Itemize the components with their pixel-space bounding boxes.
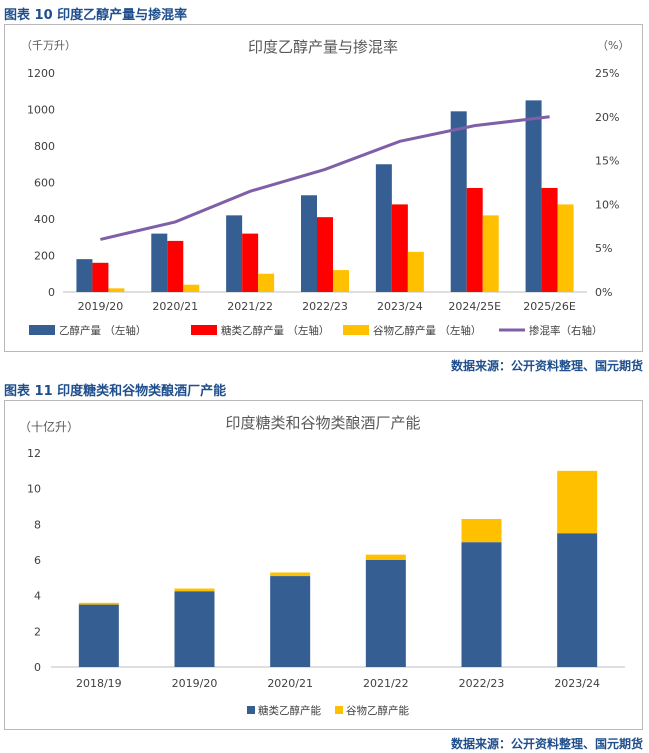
bar-grain <box>333 270 349 292</box>
bar-sugar <box>92 262 109 292</box>
legend-label: 乙醇产量 （左轴） <box>59 324 146 337</box>
bar-sugar-capacity <box>365 560 406 667</box>
bar-grain-capacity <box>174 588 215 592</box>
y-tick-label: 1000 <box>27 104 55 117</box>
y-tick-label: 8 <box>34 518 41 531</box>
bar-sugar-capacity <box>174 591 215 667</box>
bar-grain <box>258 273 275 292</box>
bar-sugar-capacity <box>270 576 311 667</box>
x-tick-label: 2022/23 <box>302 300 348 313</box>
x-tick-label: 2019/20 <box>78 300 124 313</box>
x-tick-label: 2020/21 <box>152 300 198 313</box>
y-tick-label: 600 <box>34 177 55 190</box>
bar-sugar <box>317 217 333 292</box>
bar-sugar <box>541 187 558 292</box>
x-tick-label: 2018/19 <box>76 677 122 690</box>
bar-ethanol <box>151 233 168 292</box>
bar-sugar-capacity <box>461 542 502 667</box>
bar-sugar-capacity <box>78 604 119 667</box>
legend-label: 掺混率（右轴） <box>529 324 603 337</box>
legend-label: 谷物乙醇产量 （左轴） <box>373 324 481 337</box>
legend-swatch <box>343 325 369 335</box>
bar-grain-capacity <box>270 572 311 577</box>
legend-label: 谷物乙醇产能 <box>346 704 409 717</box>
figure-11-frame: 印度糖类和谷物类酿酒厂产能 （十亿升） 0 2 4 6 8 10 12 2018/19 2019/2… <box>4 400 643 730</box>
y-tick-label: 200 <box>34 250 55 263</box>
legend-label: 糖类乙醇产量 （左轴） <box>221 324 329 337</box>
y-tick-label: 4 <box>34 590 41 603</box>
y-tick-label: 6 <box>34 554 41 567</box>
blend-rate-line <box>100 115 550 241</box>
y-tick-label: 400 <box>34 213 55 226</box>
x-tick-label: 2023/24 <box>554 677 600 690</box>
bar-grain <box>108 288 125 292</box>
y2-tick-label: 5% <box>595 242 612 255</box>
bar-grain <box>557 204 574 292</box>
x-tick-label: 2020/21 <box>267 677 313 690</box>
bar-grain-capacity <box>557 470 598 534</box>
x-tick-label: 2025/26E <box>523 300 576 313</box>
bar-grain-capacity <box>365 554 406 560</box>
bar-sugar <box>391 204 408 292</box>
bar-sugar-capacity <box>557 533 598 667</box>
y2-tick-label: 0% <box>595 286 612 299</box>
legend-swatch <box>335 706 343 714</box>
legend-label: 糖类乙醇产能 <box>258 704 321 717</box>
distillery-capacity-chart: 印度糖类和谷物类酿酒厂产能 （十亿升） 0 2 4 6 8 10 12 2018/19 2019/2… <box>19 414 625 717</box>
y-tick-label: 12 <box>27 447 41 460</box>
y-tick-label: 10 <box>27 483 41 496</box>
bar-ethanol <box>525 100 542 292</box>
y-tick-label: 0 <box>48 286 55 299</box>
legend-swatch <box>191 325 217 335</box>
ethanol-production-chart: 印度乙醇产量与掺混率 （千万升） （%） 0 200 400 600 800 1000 1200 0… <box>21 38 629 337</box>
legend-swatch <box>29 325 55 335</box>
x-tick-label: 2021/22 <box>363 677 409 690</box>
bar-grain <box>183 284 200 292</box>
x-tick-label: 2019/20 <box>172 677 218 690</box>
bar-ethanol <box>450 111 467 292</box>
bar-grain-capacity <box>78 602 119 605</box>
bar-ethanol <box>226 215 243 292</box>
y-tick-label: 2 <box>34 625 41 638</box>
bar-sugar <box>242 233 259 292</box>
figure-10-caption: 图表 10 印度乙醇产量与掺混率 <box>4 8 188 23</box>
y-tick-label: 1200 <box>27 67 55 80</box>
x-tick-label: 2024/25E <box>448 300 501 313</box>
chart-title: 印度糖类和谷物类酿酒厂产能 <box>225 414 420 432</box>
y2-tick-label: 20% <box>595 111 619 124</box>
figure-10-frame: 印度乙醇产量与掺混率 （千万升） （%） 0 200 400 600 800 1000 1200 0… <box>4 24 643 352</box>
bar-grain-capacity <box>461 518 502 543</box>
y2-tick-label: 25% <box>595 67 619 80</box>
bar-sugar <box>466 187 483 292</box>
y-axis-unit-left: （千万升） <box>21 39 76 52</box>
x-tick-label: 2023/24 <box>377 300 423 313</box>
y2-tick-label: 10% <box>595 198 619 211</box>
bar-sugar <box>167 240 184 292</box>
chart-title: 印度乙醇产量与掺混率 <box>248 38 398 56</box>
figure-11-source: 数据来源：公开资料整理、国元期货 <box>450 737 643 751</box>
x-tick-label: 2022/23 <box>459 677 505 690</box>
y-tick-label: 800 <box>34 140 55 153</box>
y-axis-unit-right: （%） <box>597 39 629 52</box>
bar-grain <box>482 215 499 292</box>
bar-ethanol <box>375 164 392 292</box>
y-tick-label: 0 <box>34 661 41 674</box>
y2-tick-label: 15% <box>595 155 619 168</box>
bar-grain <box>407 251 424 292</box>
bar-ethanol <box>76 259 93 292</box>
figure-10-source: 数据来源：公开资料整理、国元期货 <box>450 359 643 373</box>
bar-ethanol <box>301 195 317 292</box>
figure-11-caption: 图表 11 印度糖类和谷物类酿酒厂产能 <box>4 384 227 399</box>
x-tick-label: 2021/22 <box>227 300 273 313</box>
y-axis-unit: （十亿升） <box>19 419 79 434</box>
legend-swatch <box>247 706 255 714</box>
